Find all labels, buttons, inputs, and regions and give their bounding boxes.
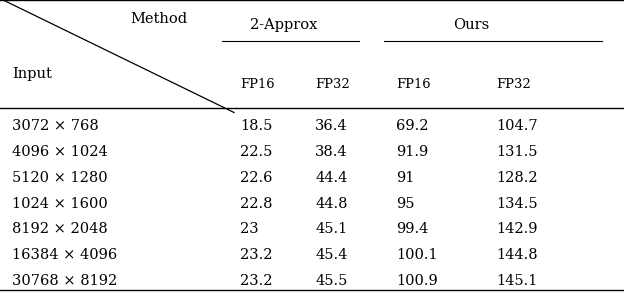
Text: FP32: FP32 xyxy=(315,78,350,91)
Text: 23: 23 xyxy=(240,222,259,237)
Text: 16384 × 4096: 16384 × 4096 xyxy=(12,248,118,262)
Text: 3072 × 768: 3072 × 768 xyxy=(12,119,99,133)
Text: 99.4: 99.4 xyxy=(396,222,429,237)
Text: 45.5: 45.5 xyxy=(315,274,348,288)
Text: 1024 × 1600: 1024 × 1600 xyxy=(12,197,108,210)
Text: 91: 91 xyxy=(396,170,414,185)
Text: Method: Method xyxy=(130,12,187,26)
Text: Ours: Ours xyxy=(453,18,489,32)
Text: 38.4: 38.4 xyxy=(315,145,348,159)
Text: 104.7: 104.7 xyxy=(496,119,538,133)
Text: 142.9: 142.9 xyxy=(496,222,538,237)
Text: 100.1: 100.1 xyxy=(396,248,438,262)
Text: 22.6: 22.6 xyxy=(240,170,273,185)
Text: 22.5: 22.5 xyxy=(240,145,273,159)
Text: 30768 × 8192: 30768 × 8192 xyxy=(12,274,118,288)
Text: 23.2: 23.2 xyxy=(240,274,273,288)
Text: 45.4: 45.4 xyxy=(315,248,348,262)
Text: 44.8: 44.8 xyxy=(315,197,348,210)
Text: 100.9: 100.9 xyxy=(396,274,438,288)
Text: 131.5: 131.5 xyxy=(496,145,538,159)
Text: FP32: FP32 xyxy=(496,78,531,91)
Text: Input: Input xyxy=(12,67,52,81)
Text: 4096 × 1024: 4096 × 1024 xyxy=(12,145,108,159)
Text: 45.1: 45.1 xyxy=(315,222,348,237)
Text: 8192 × 2048: 8192 × 2048 xyxy=(12,222,108,237)
Text: 18.5: 18.5 xyxy=(240,119,273,133)
Text: 36.4: 36.4 xyxy=(315,119,348,133)
Text: 5120 × 1280: 5120 × 1280 xyxy=(12,170,108,185)
Text: 23.2: 23.2 xyxy=(240,248,273,262)
Text: 69.2: 69.2 xyxy=(396,119,429,133)
Text: 144.8: 144.8 xyxy=(496,248,538,262)
Text: 128.2: 128.2 xyxy=(496,170,538,185)
Text: 134.5: 134.5 xyxy=(496,197,538,210)
Text: 145.1: 145.1 xyxy=(496,274,537,288)
Text: 2-Approx: 2-Approx xyxy=(250,18,318,32)
Text: 95: 95 xyxy=(396,197,415,210)
Text: 44.4: 44.4 xyxy=(315,170,348,185)
Text: 22.8: 22.8 xyxy=(240,197,273,210)
Text: FP16: FP16 xyxy=(396,78,431,91)
Text: FP16: FP16 xyxy=(240,78,275,91)
Text: 91.9: 91.9 xyxy=(396,145,429,159)
